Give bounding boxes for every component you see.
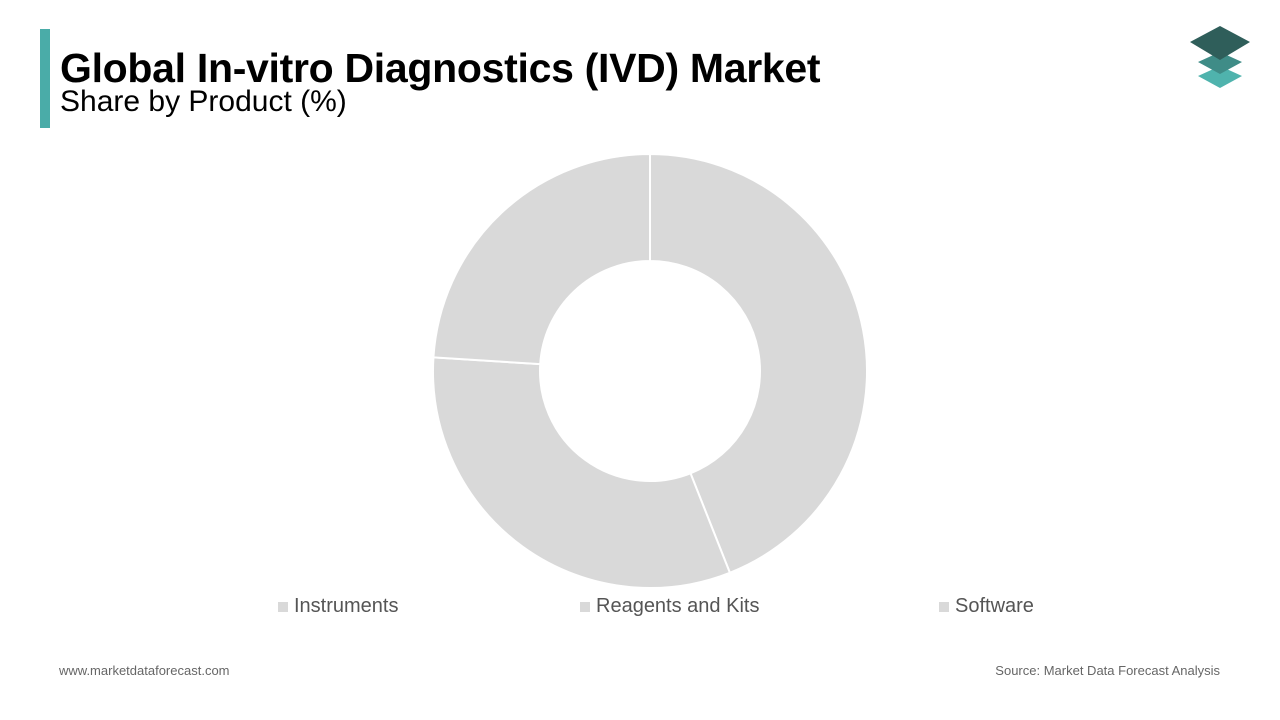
chart-legend: Instruments Reagents and Kits Software: [0, 595, 1280, 619]
legend-swatch: [278, 601, 288, 612]
donut-slice-reagents-and-kits: [432, 356, 732, 589]
legend-label: Software: [955, 595, 1034, 617]
logo-layer-top: [1190, 26, 1250, 60]
source-note: Source: Market Data Forecast Analysis: [995, 663, 1220, 678]
logo-layer-bottom: [1198, 66, 1242, 88]
legend-item-reagents-and-kits: Reagents and Kits: [580, 595, 759, 618]
donut-slice-instruments: [649, 152, 868, 575]
website-link[interactable]: www.marketdataforecast.com: [59, 663, 230, 678]
legend-label: Instruments: [294, 595, 399, 617]
donut-slice-software: [432, 152, 651, 366]
legend-swatch: [939, 601, 949, 612]
page-subtitle: Share by Product (%): [60, 85, 347, 118]
stacked-layers-icon: [1190, 26, 1250, 88]
logo-layer-middle: [1198, 52, 1242, 74]
legend-swatch: [580, 601, 590, 612]
legend-item-software: Software: [939, 595, 1034, 618]
title-accent-bar: [40, 29, 50, 128]
legend-item-instruments: Instruments: [278, 595, 398, 618]
legend-label: Reagents and Kits: [596, 595, 760, 617]
page-title: Global In-vitro Diagnostics (IVD) Market: [60, 45, 821, 91]
